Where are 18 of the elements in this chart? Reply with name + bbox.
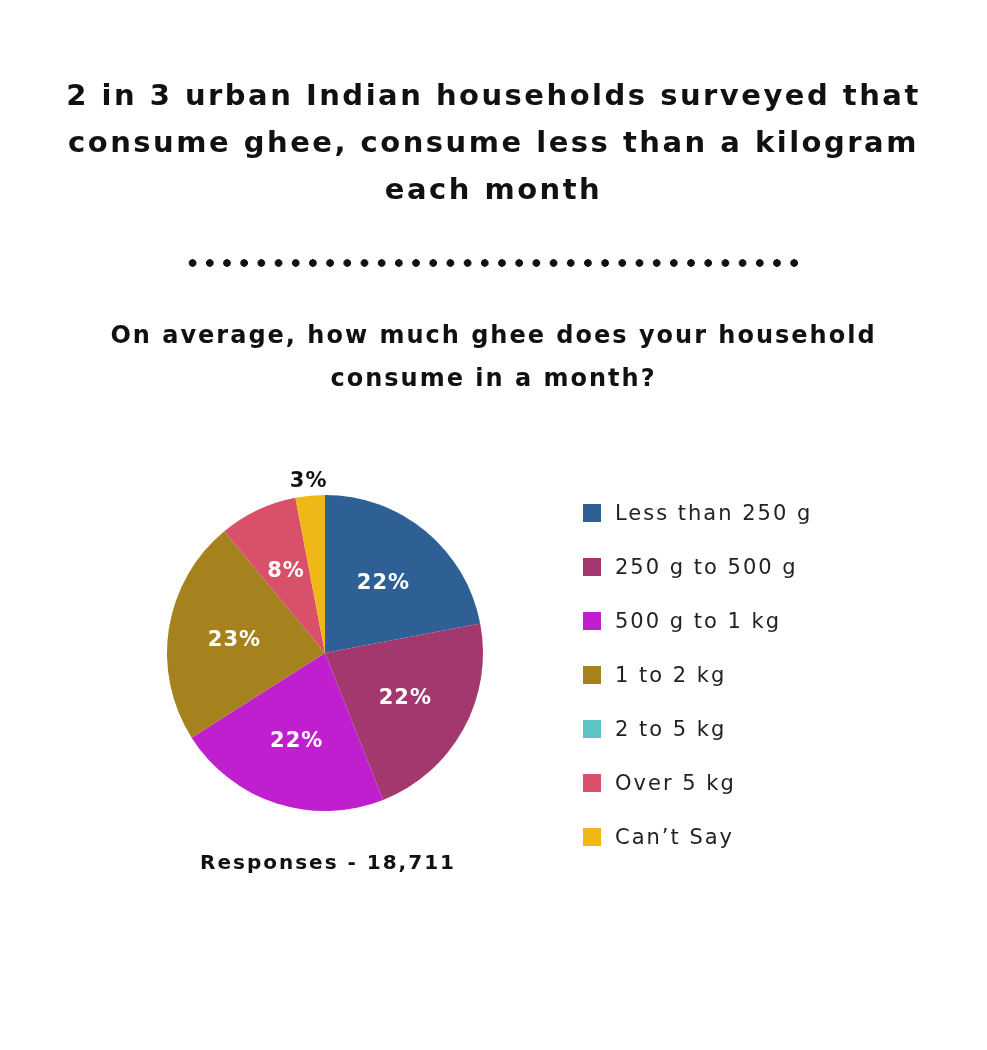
pie-slice: [325, 623, 483, 800]
chart-subtitle: On average, how much ghee does your household consume in a month?: [109, 320, 878, 394]
legend-label: 250 g to 500 g: [615, 555, 798, 579]
data-label: 22%: [356, 570, 411, 595]
pie-slice: [325, 495, 481, 653]
legend-label: Less than 250 g: [615, 501, 813, 525]
text: Responses - 18,711: [199, 850, 457, 874]
data-label: 8%: [267, 558, 305, 583]
chart-title: 2 in 3 urban Indian households surveyed that consume ghee, consume less than a kilogram each month: [65, 77, 922, 208]
data-label: 3%: [289, 467, 328, 492]
legend-label: Can’t Say: [615, 825, 735, 849]
data-label: 22%: [270, 728, 324, 753]
data-label: 23%: [207, 626, 262, 651]
legend-label: 1 to 2 kg: [615, 663, 727, 687]
legend-label: 2 to 5 kg: [615, 717, 727, 741]
legend-label: Over 5 kg: [615, 771, 736, 795]
data-label: 22%: [378, 685, 432, 710]
legend-label: 500 g to 1 kg: [615, 609, 782, 633]
